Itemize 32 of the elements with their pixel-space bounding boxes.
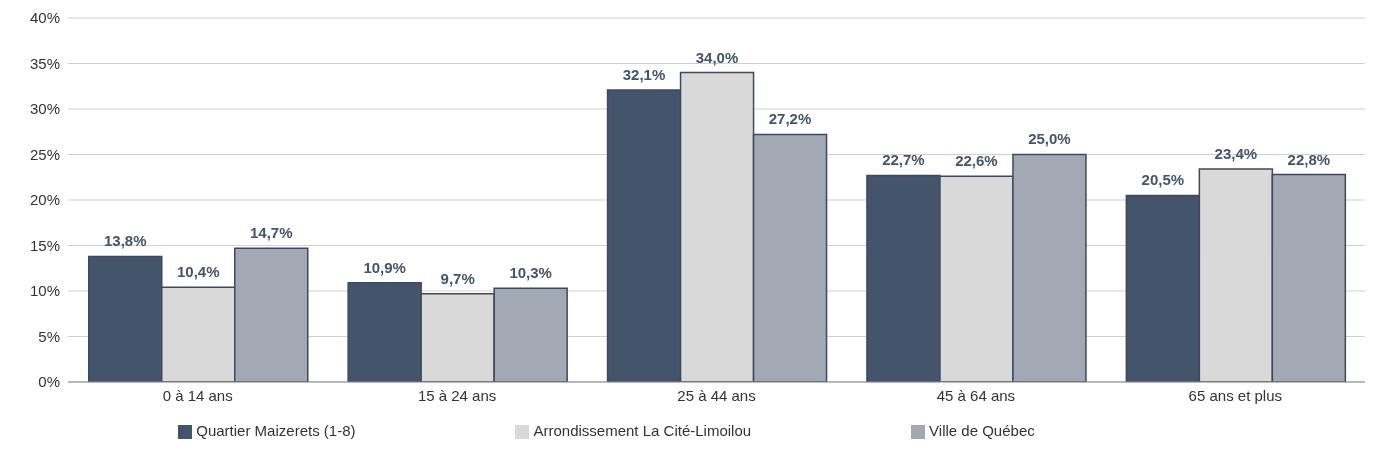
- legend-label: Ville de Québec: [929, 421, 1035, 439]
- y-tick-label: 0%: [38, 373, 60, 391]
- y-tick-label: 30%: [29, 100, 60, 118]
- y-tick-label: 35%: [29, 54, 60, 72]
- data-label: 9,7%: [440, 269, 475, 287]
- x-tick-label: 25 à 44 ans: [677, 386, 756, 404]
- data-label: 10,9%: [363, 258, 406, 276]
- data-label: 10,3%: [509, 264, 552, 282]
- data-label: 14,7%: [249, 224, 293, 242]
- legend-label: Arrondissement La Cité-Limoilou: [533, 421, 752, 439]
- y-tick-label: 25%: [29, 145, 60, 163]
- y-tick-label: 20%: [29, 191, 60, 209]
- x-tick-label: 45 à 64 ans: [936, 386, 1016, 404]
- data-label: 27,2%: [768, 110, 812, 128]
- data-label: 23,4%: [1214, 145, 1258, 163]
- data-label: 34,0%: [695, 48, 739, 66]
- y-tick-label: 5%: [38, 327, 60, 345]
- data-label: 20,5%: [1141, 171, 1185, 189]
- y-tick-label: 10%: [29, 282, 60, 300]
- y-tick-label: 40%: [29, 9, 60, 27]
- data-label: 13,8%: [103, 232, 147, 250]
- data-label: 22,7%: [882, 151, 925, 169]
- y-tick-label: 15%: [29, 236, 60, 254]
- x-tick-label: 65 ans et plus: [1188, 386, 1282, 404]
- x-tick-label: 15 à 24 ans: [417, 386, 497, 404]
- data-label: 22,8%: [1287, 150, 1331, 168]
- data-label: 32,1%: [622, 65, 666, 83]
- legend-label: Quartier Maizerets (1-8): [196, 421, 356, 439]
- data-label: 10,4%: [176, 263, 220, 281]
- x-tick-label: 0 à 14 ans: [162, 386, 233, 404]
- data-label: 22,6%: [955, 152, 998, 170]
- data-label: 25,0%: [1028, 130, 1071, 148]
